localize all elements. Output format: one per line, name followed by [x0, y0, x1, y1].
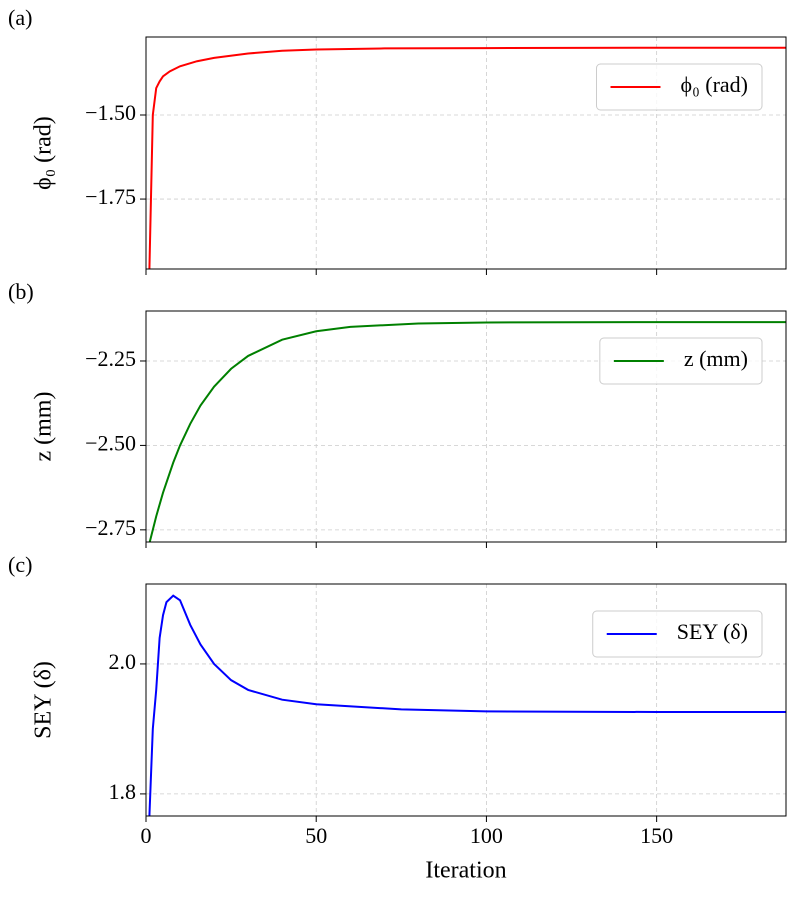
y-tick-label: 2.0: [109, 649, 137, 674]
x-tick-label: 150: [640, 823, 673, 848]
legend-label: ϕ₀ (rad): [681, 72, 749, 97]
legend: SEY (δ): [592, 610, 763, 658]
plot-frame: [145, 36, 787, 270]
y-axis-label: SEY (δ): [31, 661, 57, 739]
panel-label: (b): [8, 279, 34, 304]
y-tick-label: −2.50: [85, 430, 136, 455]
x-tick-label: 0: [141, 823, 152, 848]
legend-box: [599, 337, 763, 385]
y-axis-label: z (mm): [31, 392, 57, 462]
x-tick-label: 50: [305, 823, 327, 848]
x-tick-label: 100: [470, 823, 503, 848]
y-tick-label: −2.75: [85, 515, 136, 540]
x-axis-label: Iteration: [425, 858, 506, 884]
legend-box: [596, 63, 763, 111]
y-tick-label: −1.75: [85, 184, 136, 209]
legend-label: z (mm): [684, 346, 748, 371]
data-line: [148, 321, 786, 542]
plot-frame: [145, 310, 787, 543]
y-tick-label: −2.25: [85, 346, 136, 371]
y-axis-label: ϕ₀ (rad): [31, 116, 57, 190]
y-tick-label: −1.50: [85, 100, 136, 125]
legend: z (mm): [599, 337, 763, 385]
y-tick-label: 1.8: [109, 779, 137, 804]
legend-label: SEY (δ): [677, 619, 748, 644]
legend: ϕ₀ (rad): [596, 63, 763, 111]
panel-label: (a): [8, 5, 32, 30]
panel-label: (c): [8, 552, 32, 577]
legend-box: [592, 610, 763, 658]
plot-frame: [145, 583, 787, 817]
data-line: [148, 594, 786, 816]
data-line: [148, 46, 786, 269]
